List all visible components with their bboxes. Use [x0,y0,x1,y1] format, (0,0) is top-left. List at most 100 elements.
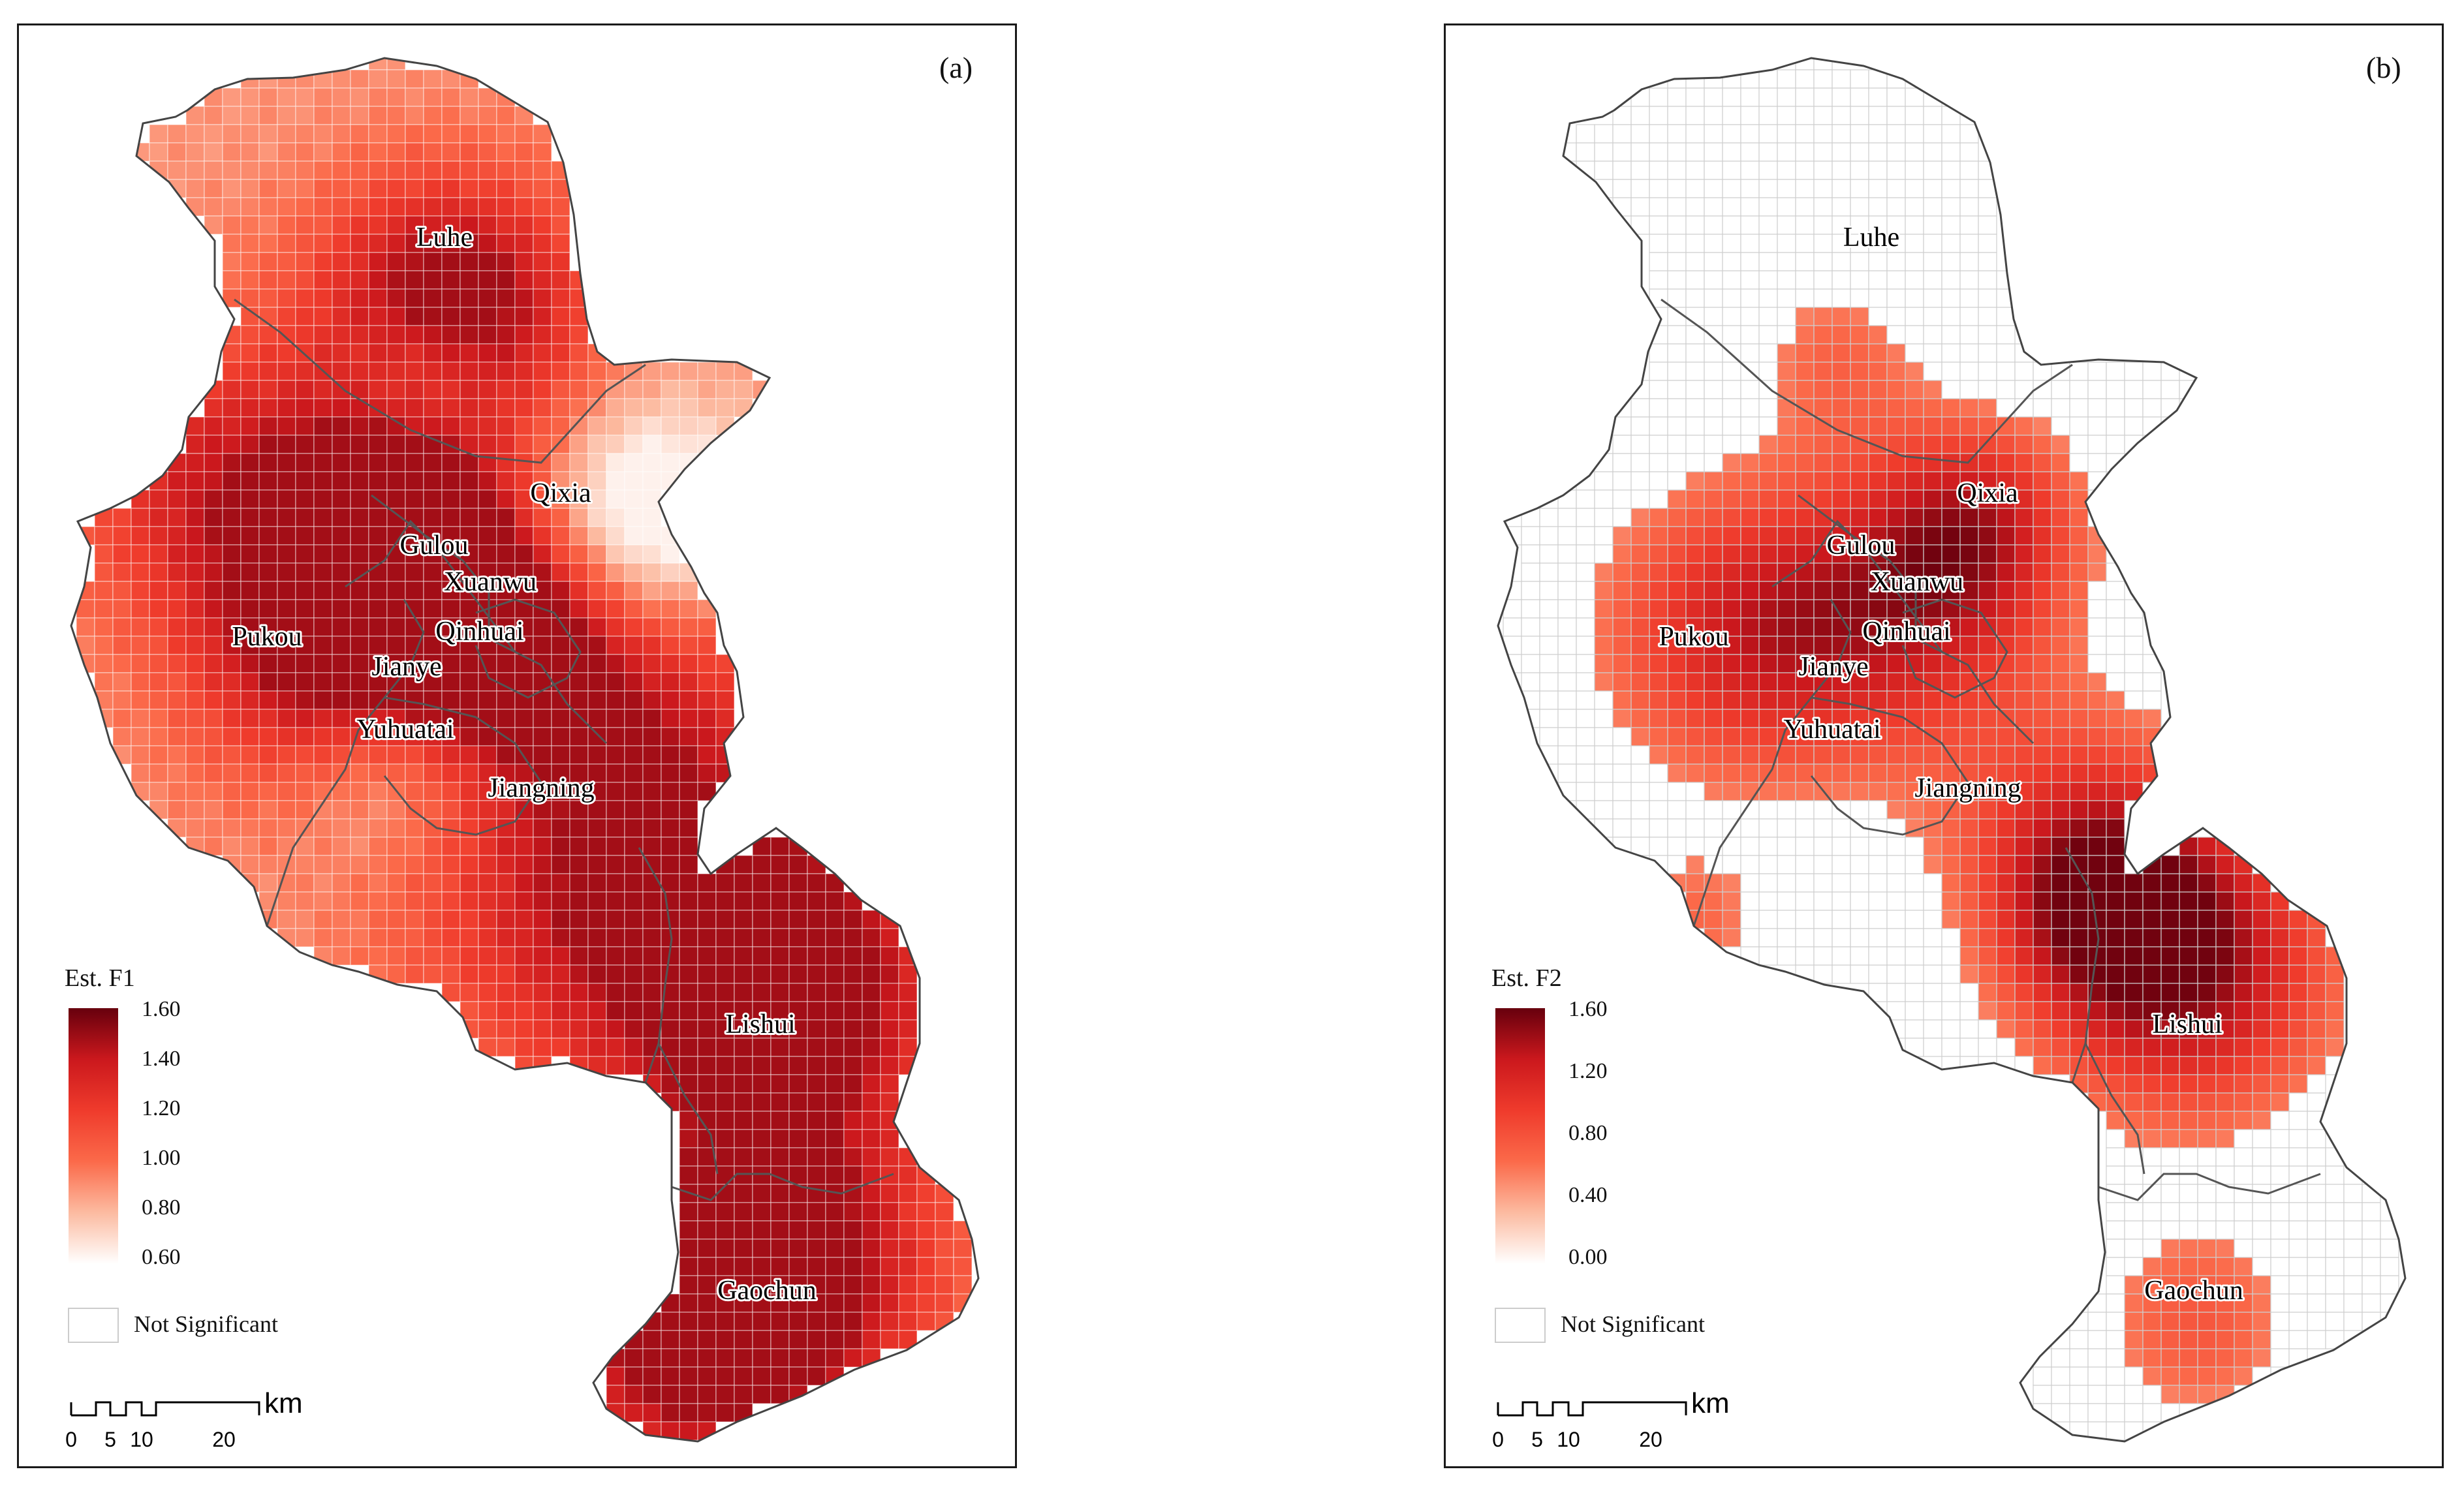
grid-cell [386,837,406,856]
grid-cell [2288,1111,2308,1130]
grid-cell [514,252,534,271]
grid-cell [1941,690,1961,710]
grid-cell [1795,818,1815,838]
grid-cell [1557,727,1577,746]
grid-cell [1667,654,1687,673]
grid-cell [514,380,534,399]
grid-cell [1612,617,1632,637]
grid-cell [679,1202,698,1222]
grid-cell [2051,800,2070,820]
grid-cell [514,288,534,308]
grid-cell [1740,270,1760,290]
grid-cell [185,581,205,600]
grid-cell [1923,325,1942,345]
grid-cell [441,252,461,271]
grid-cell [2270,910,2290,929]
grid-cell [1905,910,1924,929]
grid-cell [94,562,114,582]
grid-cell [1813,179,1833,198]
grid-cell [898,1257,918,1276]
grid-cell [569,891,589,911]
grid-cell [1923,526,1942,546]
grid-cell [350,124,369,144]
grid-cell [386,252,406,271]
grid-cell [332,946,351,966]
grid-cell [386,855,406,874]
grid-cell [460,654,479,673]
grid-cell [1850,416,1869,436]
grid-cell [1795,763,1815,783]
grid-cell [752,1165,772,1185]
grid-cell [2087,1366,2107,1386]
grid-cell [2160,1330,2180,1349]
grid-cell [734,380,753,399]
grid-cell [1923,343,1942,363]
grid-cell [734,1129,753,1148]
grid-cell [478,142,497,162]
grid-cell [2033,398,2052,418]
grid-cell [1978,581,1997,600]
grid-cell [460,690,479,710]
grid-cell [185,453,205,472]
grid-cell [368,142,388,162]
grid-cell [1886,672,1906,692]
grid-cell [478,362,497,381]
grid-cell [2014,709,2034,728]
grid-cell [313,197,333,217]
grid-cell [1813,142,1833,162]
grid-cell [514,106,534,125]
grid-cell [2179,855,2198,874]
grid-cell [1612,672,1632,692]
grid-cell [460,142,479,162]
grid-cell [1978,983,1997,1002]
grid-cell [587,453,607,472]
grid-cell [606,800,625,820]
grid-cell [770,1092,790,1112]
grid-cell [405,910,424,929]
grid-cell [1704,636,1723,655]
grid-cell [496,142,516,162]
grid-cell [240,763,260,783]
grid-cell [2179,1348,2198,1368]
grid-cell [569,837,589,856]
grid-cell [2014,508,2034,527]
grid-cell [441,288,461,308]
grid-cell [149,782,168,801]
grid-cell [2142,690,2162,710]
grid-cell [1886,362,1906,381]
grid-cell [1959,910,1979,929]
grid-cell [1905,855,1924,874]
grid-cell [1704,106,1723,125]
grid-cell [1576,727,1595,746]
grid-cell [2142,1385,2162,1404]
district-label-qinhuai: Qinhuai [1862,617,1950,647]
grid-cell [131,745,150,765]
grid-cell [1978,544,1997,564]
grid-cell [460,270,479,290]
grid-cell [2069,946,2089,966]
grid-cell [423,928,443,947]
grid-cell [2033,727,2052,746]
grid-cell [277,343,296,363]
grid-cell [2215,1092,2235,1112]
grid-cell [2160,891,2180,911]
grid-cell [204,617,223,637]
grid-cell [258,599,278,619]
grid-cell [295,288,315,308]
grid-cell [2051,453,2070,472]
grid-cell [606,1366,625,1386]
legend-title-b: Est. F2 [1491,964,1562,992]
grid-cell [880,1129,899,1148]
grid-cell [2142,1312,2162,1331]
grid-cell [240,325,260,345]
grid-cell [533,325,552,345]
grid-cell [533,544,552,564]
grid-cell [2160,928,2180,947]
grid-cell [2215,1348,2235,1368]
grid-cell [788,983,808,1002]
grid-cell [624,1348,644,1368]
grid-cell [350,416,369,436]
grid-cell [332,435,351,454]
grid-cell [277,782,296,801]
grid-cell [1941,1001,1961,1021]
